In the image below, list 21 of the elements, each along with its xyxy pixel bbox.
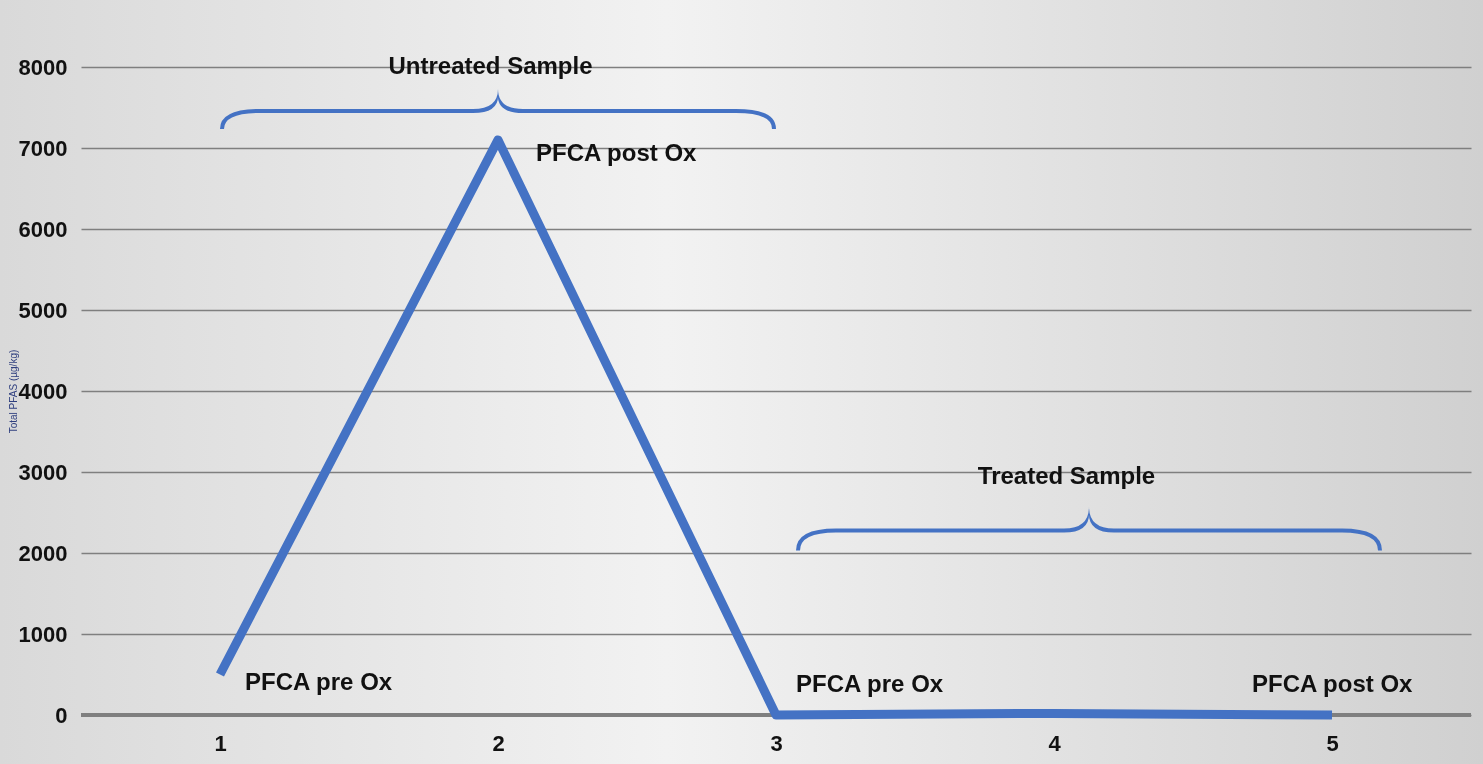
annotation: PFCA post Ox: [1252, 670, 1414, 697]
annotation: PFCA post Ox: [536, 138, 698, 166]
y-tick-label: 6000: [18, 216, 68, 242]
annotation: PFCA pre Ox: [245, 667, 393, 695]
y-tick-label: 0: [55, 702, 68, 728]
y-tick-label: 4000: [18, 378, 68, 404]
y-tick-label: 3000: [18, 459, 68, 485]
y-tick-label: 7000: [18, 135, 68, 161]
y-tick-label: 2000: [18, 540, 68, 566]
x-tick-label: 5: [1326, 730, 1339, 756]
annotation: Treated Sample: [977, 461, 1156, 489]
x-tick-label: 3: [770, 730, 783, 756]
x-tick-label: 1: [214, 730, 227, 756]
x-tick-label: 2: [492, 730, 505, 756]
annotation: Untreated Sample: [388, 52, 593, 79]
y-tick-label: 5000: [18, 297, 68, 323]
y-tick-label: 8000: [18, 54, 68, 80]
y-tick-label: 1000: [18, 621, 68, 647]
x-tick-label: 4: [1048, 730, 1062, 756]
annotation: PFCA pre Ox: [796, 670, 944, 697]
y-axis-title: Total PFAS (µg/kg): [7, 349, 19, 434]
